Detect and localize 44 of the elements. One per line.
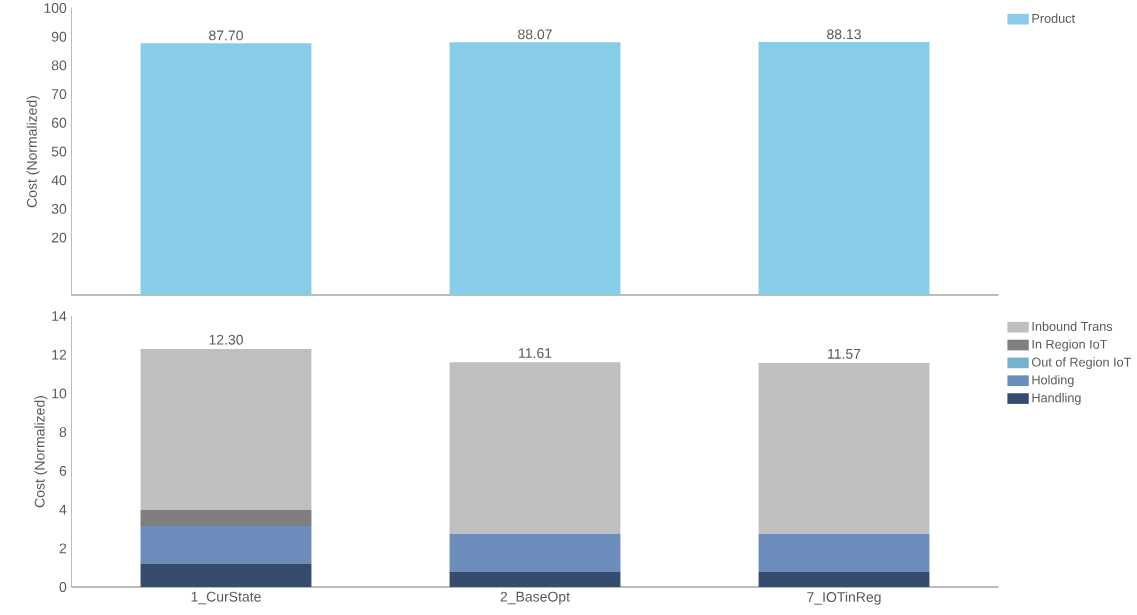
x-tick-label: 2_BaseOpt	[500, 591, 570, 605]
y-tick-label: 12	[52, 349, 67, 360]
legend-label: Out of Region IoT	[1032, 357, 1132, 370]
bar	[449, 533, 621, 572]
y-tick-label: 90	[51, 31, 67, 42]
legend-label: Handling	[1032, 392, 1081, 405]
y-tick-label: 100	[44, 3, 67, 13]
y-tick-label: 70	[51, 89, 67, 100]
data-label: 87.70	[209, 30, 243, 41]
y-axis-title: Cost (Normalized)	[34, 396, 48, 508]
y-tick-label: 40	[51, 175, 67, 186]
legend-label: In Region IoT	[1032, 339, 1108, 352]
bar	[449, 362, 621, 534]
y-axis-title: Cost (Normalized)	[26, 96, 40, 208]
bar	[140, 563, 312, 587]
bar	[758, 571, 930, 587]
legend-label: Inbound Trans	[1032, 321, 1113, 331]
y-tick-label: 60	[51, 117, 67, 128]
y-tick-label: 14	[52, 311, 67, 321]
bar	[758, 363, 930, 534]
bar	[140, 509, 312, 527]
bar	[140, 348, 312, 510]
bar	[140, 526, 312, 564]
total-label: 11.61	[519, 348, 552, 358]
y-tick-label: 80	[51, 60, 67, 71]
data-label: 88.13	[827, 29, 861, 40]
total-label: 12.30	[209, 334, 243, 345]
bar	[449, 571, 621, 587]
y-tick-label: 30	[51, 203, 67, 214]
legend-label: Holding	[1032, 375, 1074, 387]
y-tick-label: 8	[59, 427, 67, 438]
total-label: 11.57	[828, 349, 861, 359]
y-tick-label: 10	[52, 388, 67, 399]
bar	[758, 533, 930, 572]
data-label: 88.07	[518, 29, 552, 40]
y-tick-label: 20	[51, 232, 67, 243]
legend-label: Product	[1032, 13, 1075, 23]
y-tick-label: 50	[51, 146, 67, 157]
x-tick-label: 7_IOTinReg	[807, 591, 881, 605]
y-tick-label: 4	[59, 504, 67, 515]
y-tick-label: 6	[59, 465, 67, 476]
y-tick-label: 0	[59, 582, 67, 592]
x-tick-label: 1_CurState	[191, 591, 261, 605]
y-tick-label: 2	[59, 543, 67, 554]
